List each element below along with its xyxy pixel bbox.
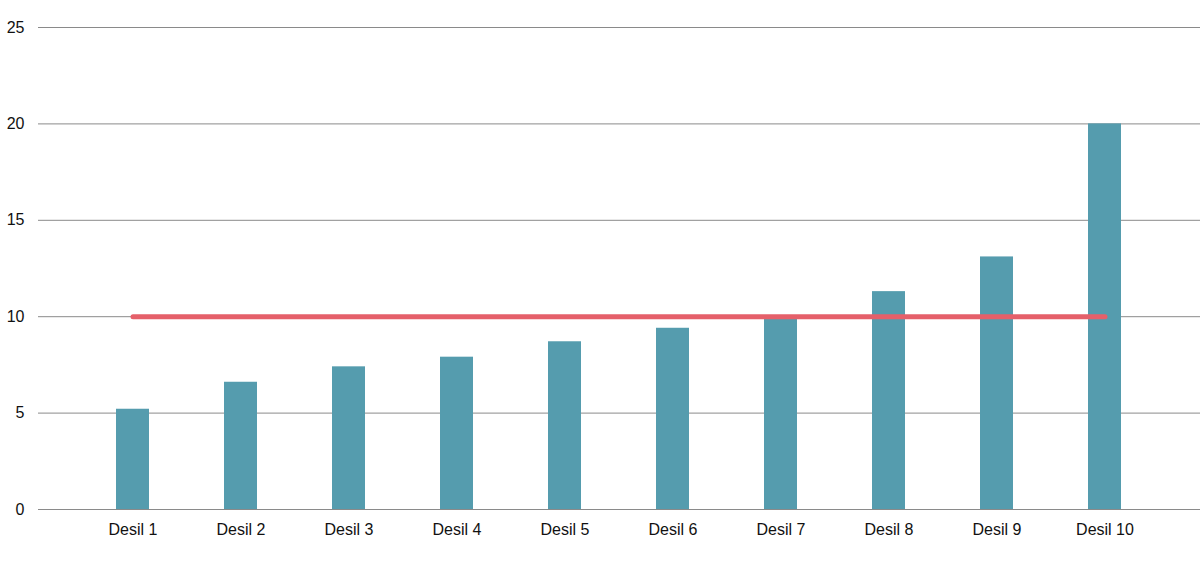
svg-text:10: 10 [7, 308, 25, 325]
svg-text:Desil 10: Desil 10 [1076, 521, 1134, 538]
svg-text:Desil 5: Desil 5 [541, 521, 590, 538]
svg-text:Desil 1: Desil 1 [109, 521, 158, 538]
svg-text:Desil 3: Desil 3 [325, 521, 374, 538]
svg-text:0: 0 [16, 501, 25, 518]
svg-text:Desil 8: Desil 8 [865, 521, 914, 538]
svg-text:Desil 2: Desil 2 [217, 521, 266, 538]
svg-text:Desil 4: Desil 4 [433, 521, 482, 538]
svg-text:20: 20 [7, 115, 25, 132]
svg-text:25: 25 [7, 19, 25, 36]
svg-text:Desil 9: Desil 9 [973, 521, 1022, 538]
svg-text:Desil 7: Desil 7 [757, 521, 806, 538]
svg-text:15: 15 [7, 211, 25, 228]
svg-text:5: 5 [16, 404, 25, 421]
svg-text:Desil 6: Desil 6 [649, 521, 698, 538]
